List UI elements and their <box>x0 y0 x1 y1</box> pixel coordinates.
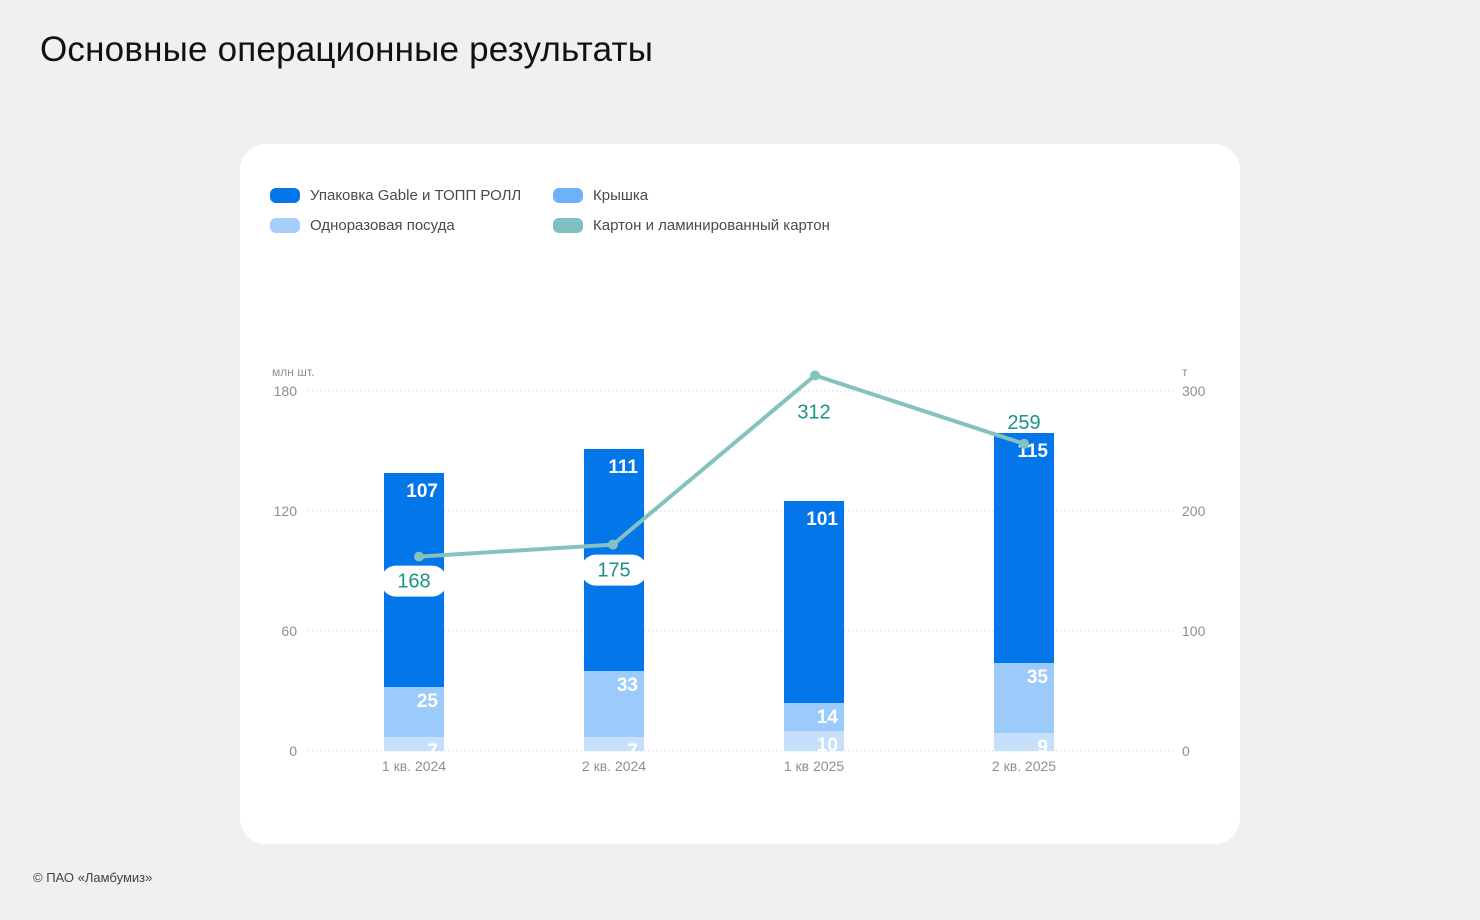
bar-segment <box>584 671 644 737</box>
bar-value-label: 35 <box>1027 667 1049 688</box>
bar-value-label: 107 <box>406 481 438 502</box>
line-point <box>414 551 424 562</box>
y-left-tick-label: 0 <box>289 743 297 759</box>
x-tick-label: 1 кв. 2024 <box>382 758 446 774</box>
bar-value-label: 10 <box>817 735 838 756</box>
bar-segment <box>384 687 444 737</box>
line-value-label: 175 <box>597 560 630 582</box>
bar-segment <box>584 737 644 751</box>
legend-item-tableware: Одноразовая посуда <box>270 216 553 234</box>
y-left-unit: млн шт. <box>272 365 314 379</box>
line-value-label: 168 <box>397 571 430 593</box>
line-series <box>418 373 1025 559</box>
bar-segment <box>784 501 844 703</box>
legend-swatch-gable <box>270 187 300 203</box>
page-title: Основные операционные результаты <box>40 30 654 69</box>
bar-segment <box>994 663 1054 733</box>
bar-value-label: 25 <box>417 691 439 712</box>
y-right-tick-label: 100 <box>1182 623 1206 639</box>
chart-card: Упаковка Gable и ТОПП РОЛЛ Крышка Однора… <box>240 144 1240 844</box>
legend-label-tableware: Одноразовая посуда <box>310 216 455 234</box>
y-left-tick-label: 120 <box>274 503 298 519</box>
bar-segment <box>784 731 844 751</box>
legend-item-gable: Упаковка Gable и ТОПП РОЛЛ <box>270 186 553 204</box>
bar-segment <box>994 433 1054 663</box>
line-value-label: 259 <box>1007 412 1040 434</box>
x-tick-label: 2 кв. 2025 <box>992 758 1056 774</box>
legend-item-carton: Картон и ламинированный картон <box>553 216 873 234</box>
line-point <box>608 539 618 550</box>
legend-swatch-tableware <box>270 217 300 233</box>
x-tick-label: 1 кв 2025 <box>784 758 844 774</box>
footer-copyright: © ПАО «Ламбумиз» <box>33 870 153 885</box>
bar-value-label: 9 <box>1037 737 1048 758</box>
y-left-tick-label: 180 <box>274 383 298 399</box>
bar-value-label: 7 <box>427 741 438 762</box>
y-right-tick-label: 300 <box>1182 383 1206 399</box>
bar-segment <box>784 703 844 731</box>
y-right-tick-label: 200 <box>1182 503 1206 519</box>
legend-label-lid: Крышка <box>593 186 649 204</box>
bar-segment <box>994 733 1054 751</box>
legend-label-carton: Картон и ламинированный картон <box>593 216 830 234</box>
legend-label-gable: Упаковка Gable и ТОПП РОЛЛ <box>310 186 522 204</box>
line-value-label: 312 <box>797 401 830 423</box>
bar-segment <box>384 737 444 751</box>
legend-swatch-carton <box>553 217 583 233</box>
legend-item-lid: Крышка <box>553 186 873 204</box>
legend-swatch-lid <box>553 187 583 203</box>
y-right-unit: т <box>1182 365 1188 379</box>
line-point <box>1019 438 1029 449</box>
line-label-pill <box>381 565 447 597</box>
y-left-tick-label: 60 <box>281 623 297 639</box>
bar-value-label: 111 <box>608 457 638 478</box>
y-right-tick-label: 0 <box>1182 743 1190 759</box>
bar-value-label: 14 <box>817 707 839 728</box>
legend: Упаковка Gable и ТОПП РОЛЛ Крышка Однора… <box>270 186 873 234</box>
bar-value-label: 101 <box>806 509 838 530</box>
bar-value-label: 7 <box>627 741 638 762</box>
bar-value-label: 33 <box>617 675 638 696</box>
line-point <box>810 370 820 381</box>
x-tick-label: 2 кв. 2024 <box>582 758 646 774</box>
line-label-pill <box>581 554 647 586</box>
